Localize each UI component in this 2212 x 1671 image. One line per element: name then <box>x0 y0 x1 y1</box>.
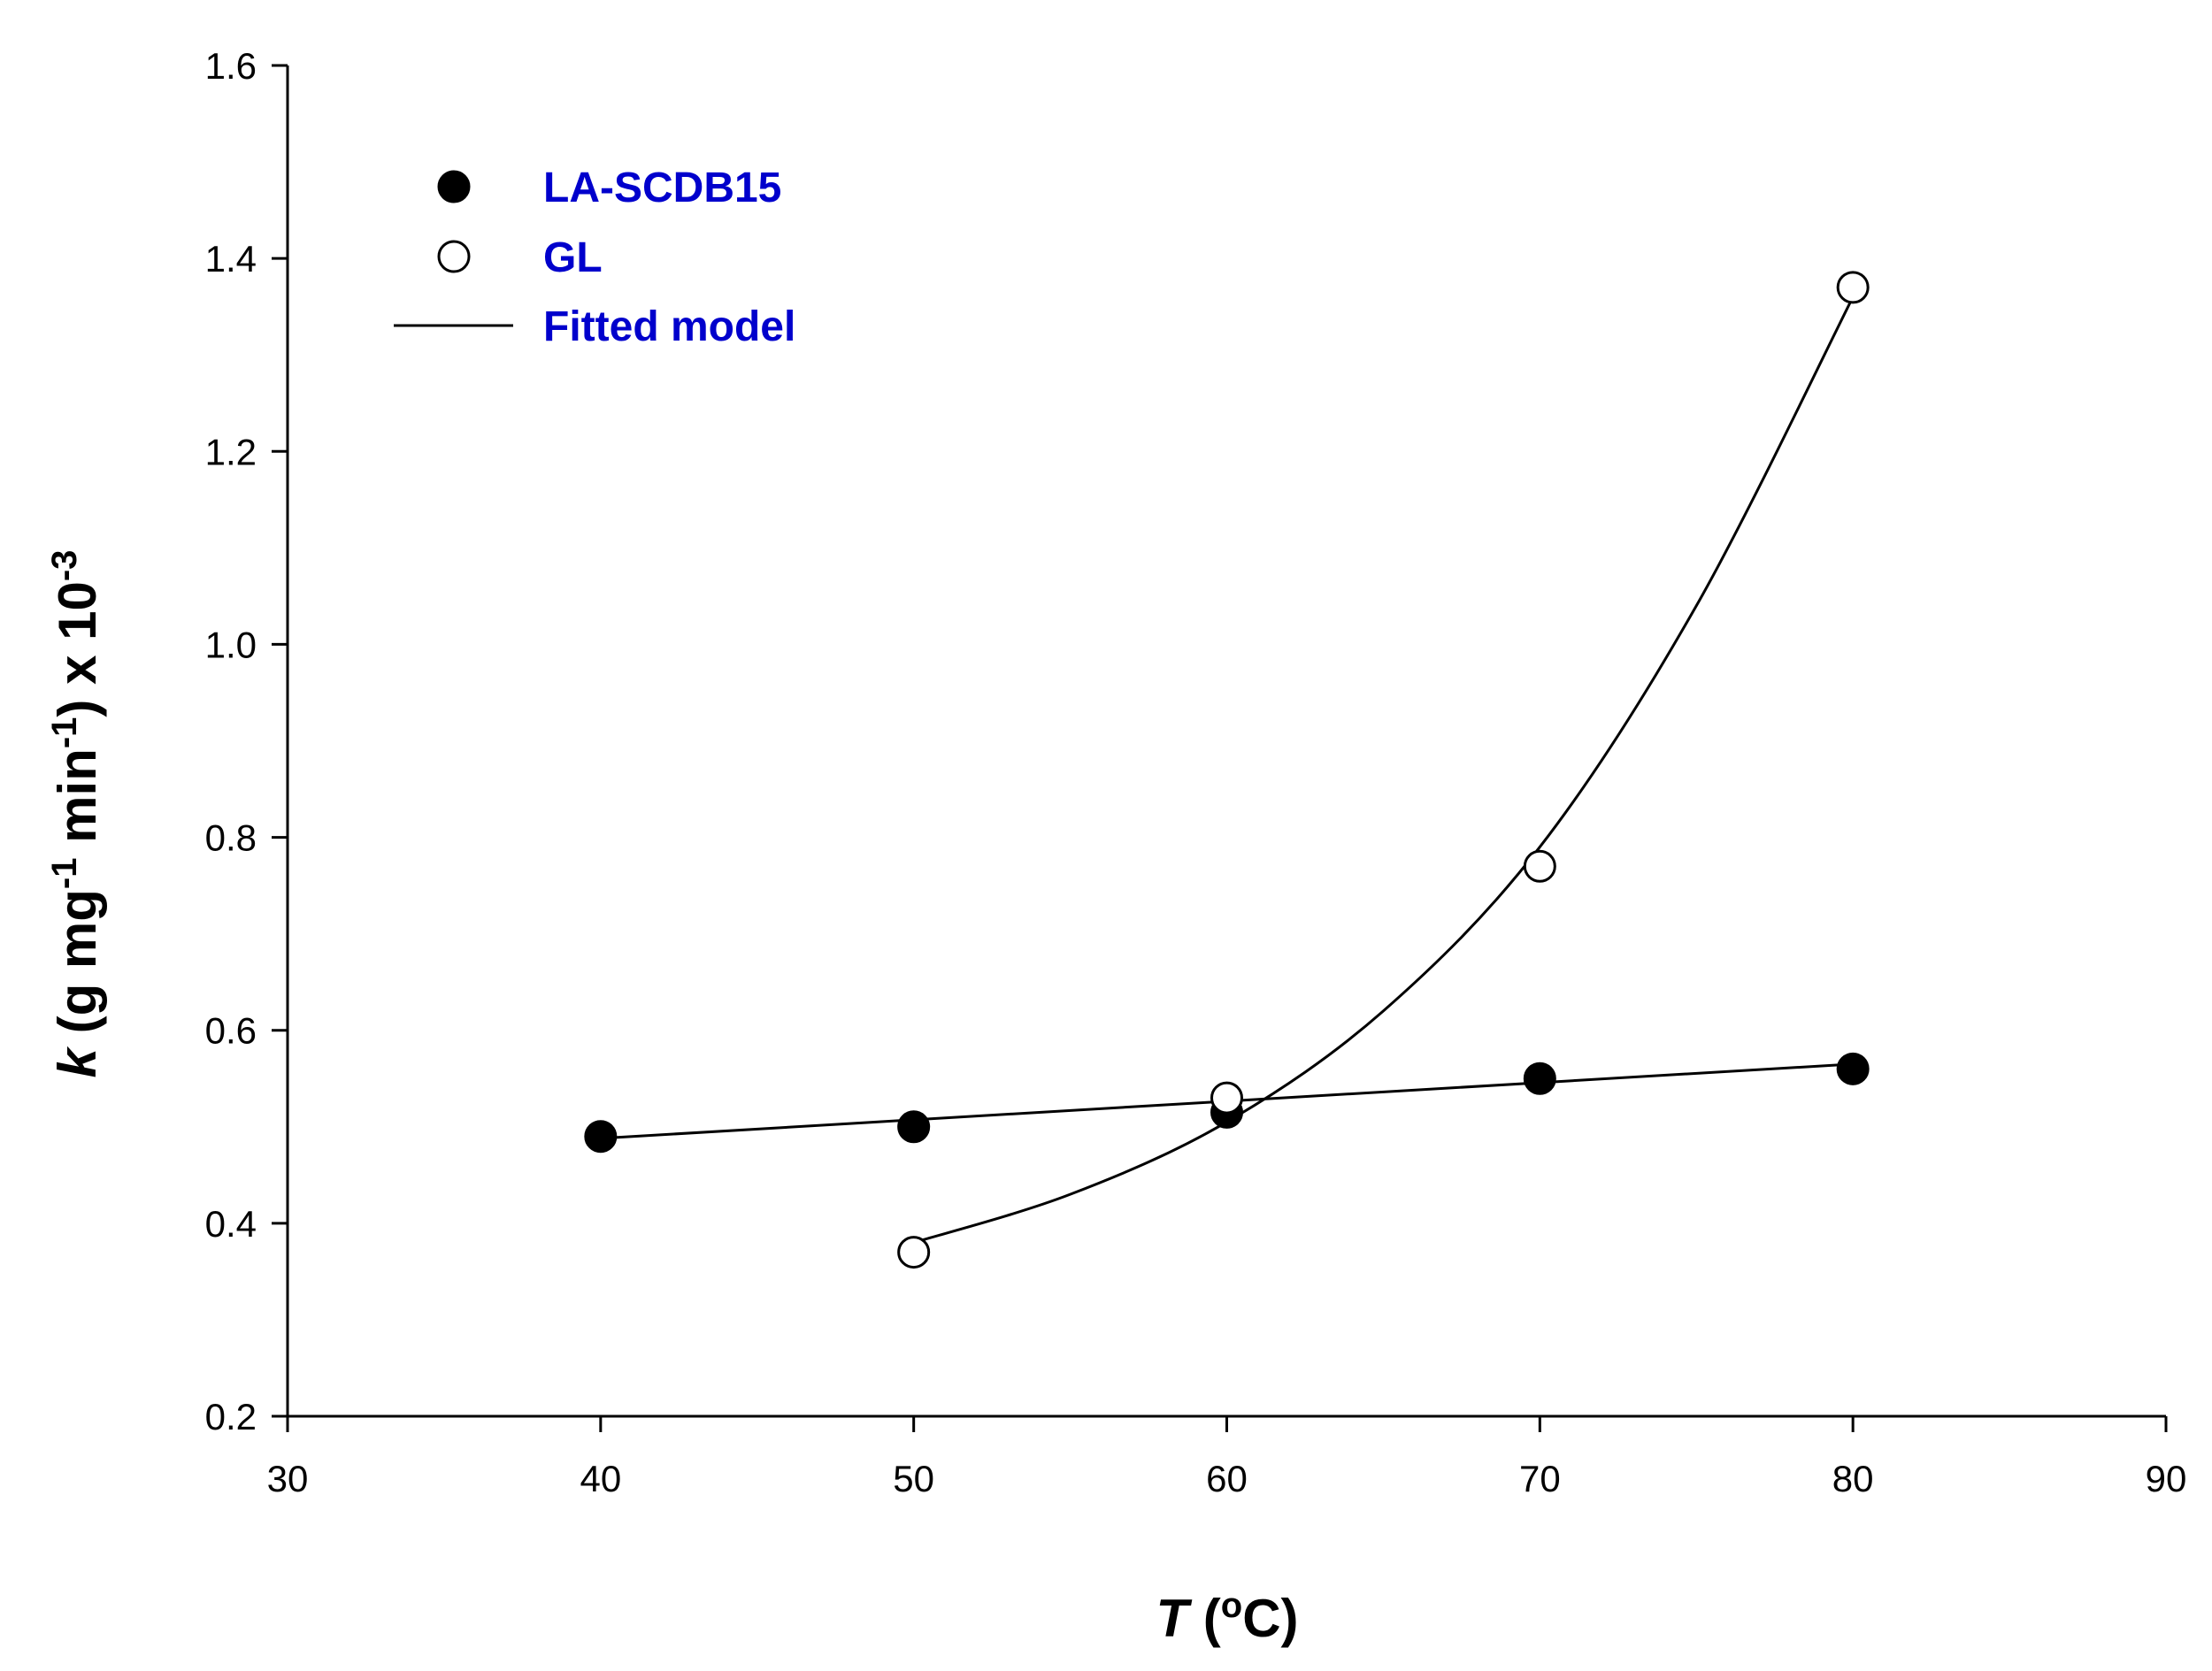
point-gl-60 <box>1210 1081 1243 1115</box>
point-gl-80 <box>1836 271 1870 304</box>
legend-label-gl: GL <box>543 234 603 281</box>
y-tick-label: 1.4 <box>205 238 257 280</box>
point-la-scdb15-80 <box>1836 1052 1870 1085</box>
y-tick-label: 0.4 <box>205 1203 257 1245</box>
y-tick-label: 1.2 <box>205 431 257 472</box>
data-points <box>584 271 1870 1269</box>
x-axis-title: T (oC) <box>1156 1586 1298 1648</box>
y-tick-label: 0.8 <box>205 817 257 859</box>
axes: 0.2 0.4 0.6 0.8 1.0 1.2 1.4 1.6 30 40 50 60 70 80 90 <box>205 45 2187 1499</box>
x-tick-label: 70 <box>1519 1458 1561 1499</box>
x-tick-label: 30 <box>267 1458 309 1499</box>
x-tick-label: 60 <box>1206 1458 1248 1499</box>
point-la-scdb15-40 <box>584 1120 618 1154</box>
point-la-scdb15-50 <box>897 1110 931 1144</box>
x-tick-label: 40 <box>580 1458 621 1499</box>
fit-line-gl <box>913 296 1855 1245</box>
y-tick-label: 1.0 <box>205 624 257 665</box>
y-tick-label: 0.6 <box>205 1010 257 1052</box>
legend-label-la-scdb15: LA-SCDB15 <box>543 165 781 211</box>
point-gl-70 <box>1523 849 1556 883</box>
y-tick-label: 0.2 <box>205 1396 257 1437</box>
x-tick-label: 80 <box>1832 1458 1874 1499</box>
legend-marker-gl <box>437 240 471 273</box>
legend: LA-SCDB15 GL Fitted model <box>394 165 795 350</box>
legend-label-fitted-model: Fitted model <box>543 303 795 350</box>
point-la-scdb15-70 <box>1523 1062 1556 1095</box>
y-tick-label: 1.6 <box>205 45 257 87</box>
x-tick-label: 90 <box>2146 1458 2187 1499</box>
legend-marker-la-scdb15 <box>437 170 471 203</box>
x-tick-label: 50 <box>893 1458 934 1499</box>
y-axis-title: k (g mg-1 min-1) x 10-3 <box>45 550 107 1078</box>
point-gl-50 <box>897 1236 931 1269</box>
